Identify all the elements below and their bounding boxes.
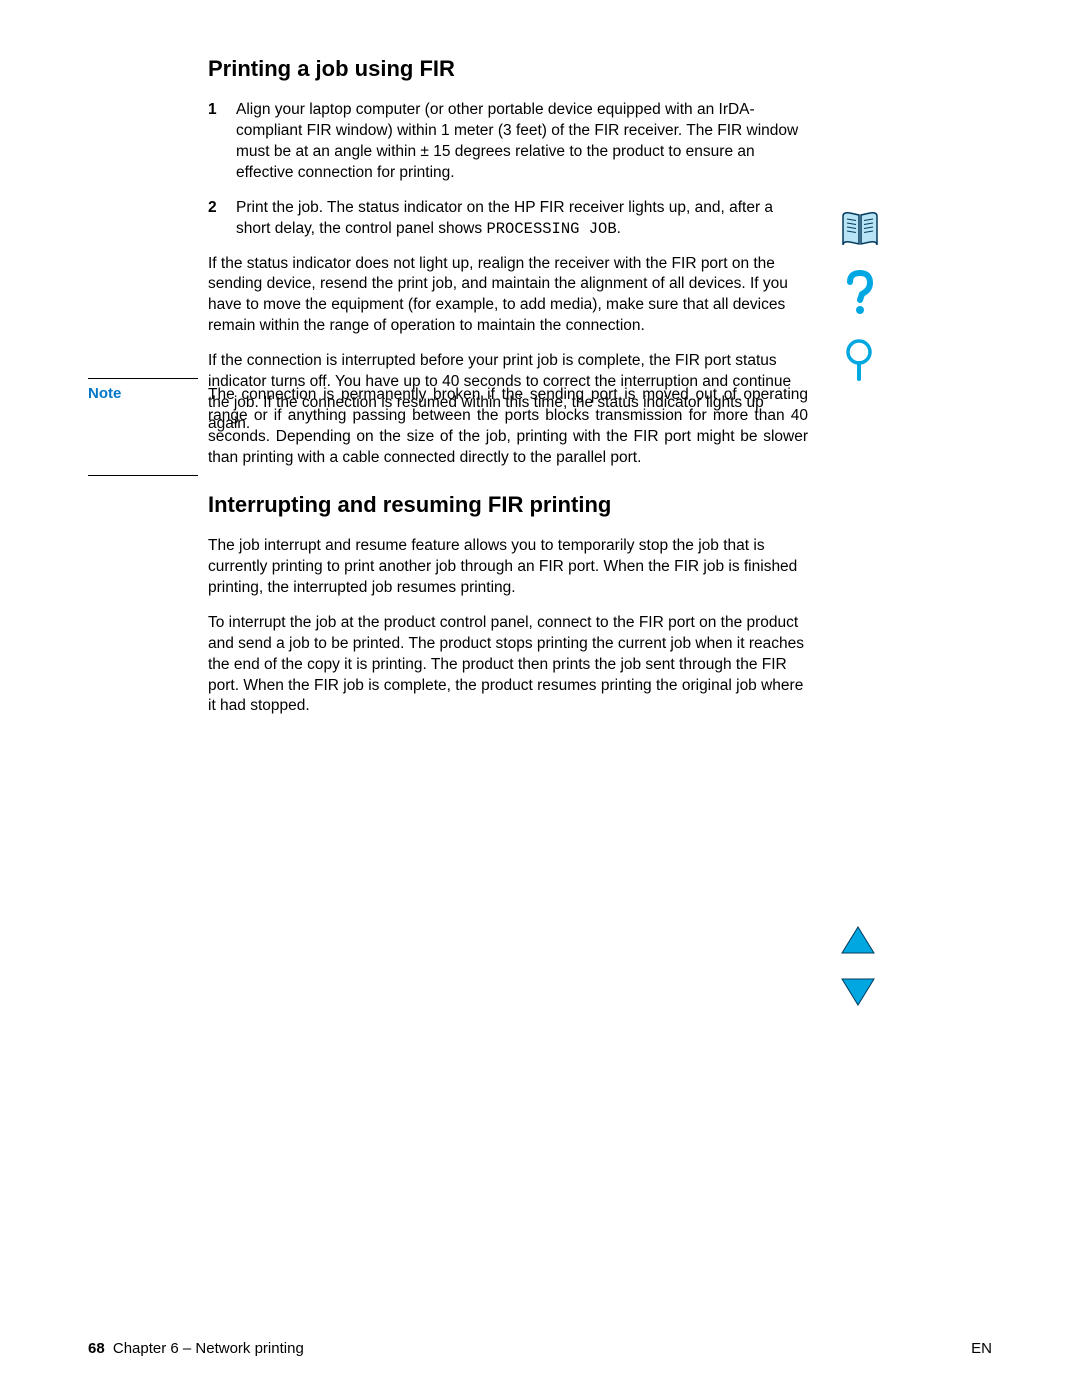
help-icon[interactable]: [844, 270, 876, 316]
page-nav-arrows: [840, 925, 876, 1007]
footer-left: 68 Chapter 6 – Network printing: [88, 1340, 304, 1357]
step-2: 2 Print the job. The status indicator on…: [208, 198, 808, 240]
para-interrupt-detail: To interrupt the job at the product cont…: [208, 613, 808, 718]
steps-list: 1 Align your laptop computer (or other p…: [208, 100, 808, 240]
book-icon[interactable]: [840, 210, 880, 248]
step-text-mono: PROCESSING JOB: [486, 220, 616, 238]
note-text: The connection is permanently broken if …: [208, 385, 808, 469]
step-text-post: .: [617, 220, 621, 237]
page-number: 68: [88, 1340, 105, 1357]
note-label: Note: [88, 385, 121, 402]
chapter-title: Chapter 6 – Network printing: [113, 1340, 304, 1357]
step-number: 2: [208, 198, 236, 240]
heading-printing-fir: Printing a job using FIR: [208, 56, 808, 82]
step-text: Print the job. The status indicator on t…: [236, 198, 808, 240]
search-icon[interactable]: [843, 338, 877, 382]
note-rule: [88, 378, 198, 379]
para-status-realign: If the status indicator does not light u…: [208, 254, 808, 338]
side-icon-bar: [840, 210, 880, 382]
note-rule: [88, 475, 198, 476]
page-down-icon[interactable]: [840, 977, 876, 1007]
page-up-icon[interactable]: [840, 925, 876, 955]
page-footer: 68 Chapter 6 – Network printing EN: [88, 1340, 992, 1357]
para-interrupt-intro: The job interrupt and resume feature all…: [208, 536, 808, 599]
document-page: Printing a job using FIR 1 Align your la…: [0, 0, 1080, 1397]
step-1: 1 Align your laptop computer (or other p…: [208, 100, 808, 184]
heading-interrupt-resume: Interrupting and resuming FIR printing: [208, 492, 808, 518]
note-block: Note The connection is permanently broke…: [88, 378, 808, 476]
footer-lang: EN: [971, 1340, 992, 1357]
section-interrupt-resume: Interrupting and resuming FIR printing T…: [208, 492, 808, 731]
step-text: Align your laptop computer (or other por…: [236, 100, 808, 184]
step-number: 1: [208, 100, 236, 184]
